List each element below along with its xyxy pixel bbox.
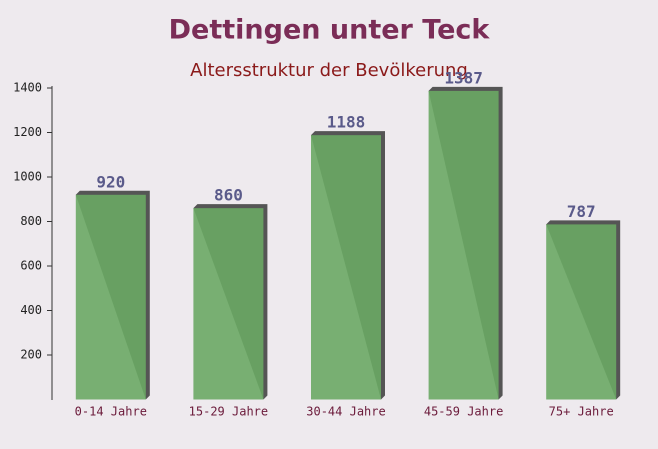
y-tick-label: 1000 bbox=[13, 170, 42, 184]
y-tick-label: 200 bbox=[20, 348, 42, 362]
value-label: 787 bbox=[567, 202, 596, 221]
value-label: 920 bbox=[96, 172, 125, 191]
value-label: 1387 bbox=[444, 68, 483, 87]
bar bbox=[193, 208, 264, 400]
x-tick-label: 0-14 Jahre bbox=[75, 405, 147, 419]
y-tick-label: 1400 bbox=[13, 81, 42, 95]
x-tick-label: 15-29 Jahre bbox=[189, 405, 268, 419]
x-tick-label: 30-44 Jahre bbox=[306, 405, 385, 419]
y-tick-label: 1200 bbox=[13, 125, 42, 139]
value-label: 1188 bbox=[327, 113, 366, 132]
chart-title: Dettingen unter Teck bbox=[169, 15, 491, 46]
x-tick-label: 75+ Jahre bbox=[549, 405, 614, 419]
value-label: 860 bbox=[214, 186, 243, 205]
x-tick-label: 45-59 Jahre bbox=[424, 405, 503, 419]
y-tick-label: 800 bbox=[20, 214, 42, 228]
y-tick-label: 600 bbox=[20, 259, 42, 273]
bar bbox=[311, 135, 381, 400]
bar bbox=[75, 194, 146, 400]
y-tick-label: 400 bbox=[20, 303, 42, 317]
bar bbox=[428, 90, 499, 400]
chart-subtitle: Altersstruktur der Bevölkerung bbox=[190, 60, 468, 81]
bar bbox=[546, 224, 617, 400]
